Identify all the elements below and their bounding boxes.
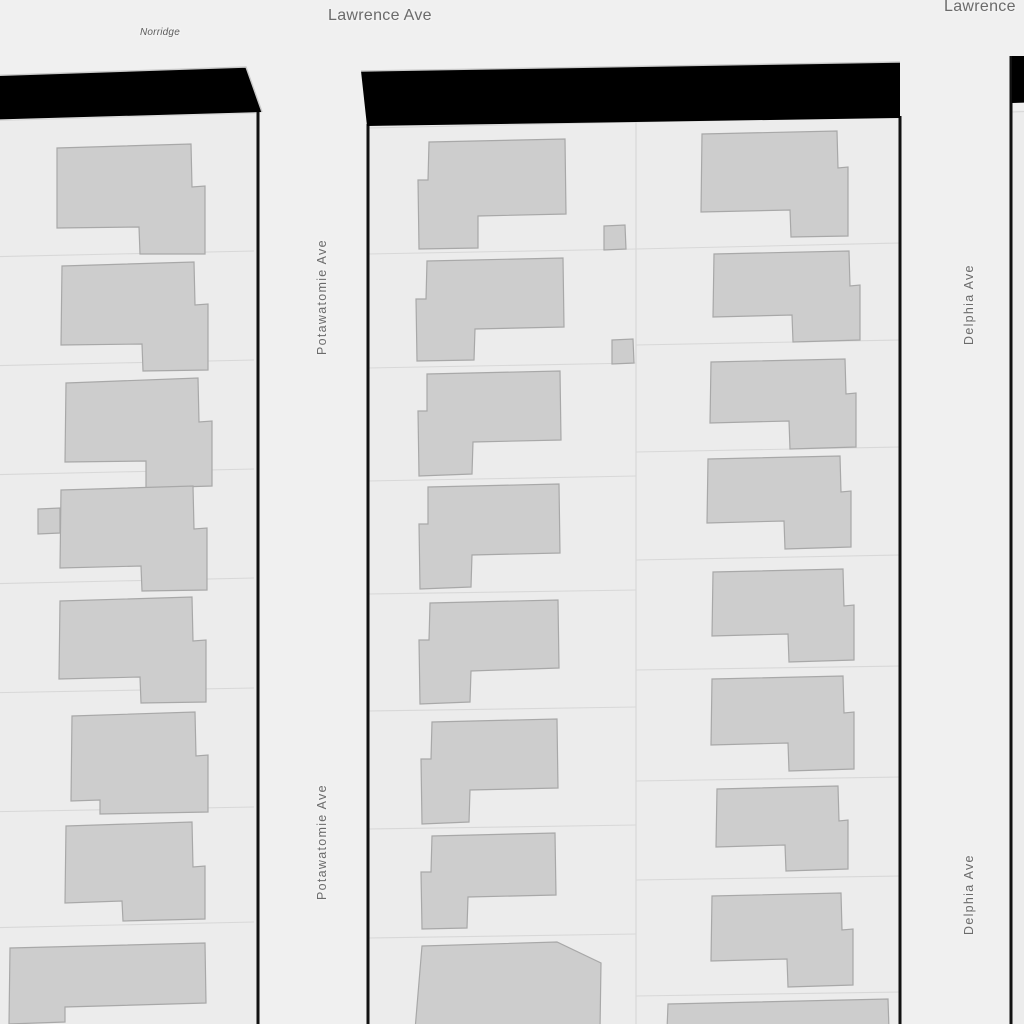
building-footprint: [417, 370, 562, 477]
building-footprint: [418, 483, 561, 590]
dark-bands: [0, 56, 1024, 126]
building-footprint: [710, 892, 854, 988]
dark-band-west: [0, 67, 262, 120]
building-footprint: [418, 599, 560, 705]
building-footprint: [414, 941, 602, 1024]
building-footprint: [64, 377, 213, 489]
building-footprint: [706, 455, 852, 550]
building-footprint: [8, 942, 207, 1024]
building-footprint: [700, 130, 849, 238]
block-east-parcel-area: [1010, 110, 1024, 1024]
block-east: [1009, 56, 1024, 1024]
dark-band-center: [361, 62, 900, 126]
building-footprint: [711, 568, 855, 663]
buildings-center-right: [666, 130, 890, 1024]
building-small: [37, 507, 61, 535]
building-footprint: [56, 143, 206, 255]
building-footprint: [417, 138, 567, 250]
building-small: [603, 224, 627, 251]
block-outlines: [0, 61, 901, 113]
building-footprint: [666, 998, 890, 1024]
building-footprint: [60, 261, 209, 372]
block-east-parcel-lines: [1009, 111, 1024, 113]
block-center-right-parcel-lines: [635, 116, 901, 997]
building-footprint: [715, 785, 849, 872]
building-footprint: [420, 718, 559, 825]
building-footprint: [64, 821, 206, 922]
building-footprint: [415, 257, 565, 362]
building-small: [611, 338, 635, 365]
building-footprint: [70, 711, 209, 815]
buildings-center-left: [414, 138, 635, 1024]
building-footprint: [58, 596, 207, 704]
block-center-left-parcel-lines: [367, 121, 637, 939]
building-footprint: [712, 250, 861, 343]
building-footprint: [59, 485, 208, 592]
building-footprint: [709, 358, 857, 450]
buildings-west: [8, 143, 213, 1024]
building-footprint: [420, 832, 557, 930]
building-footprint: [710, 675, 855, 772]
dark-band-east: [1012, 56, 1024, 103]
